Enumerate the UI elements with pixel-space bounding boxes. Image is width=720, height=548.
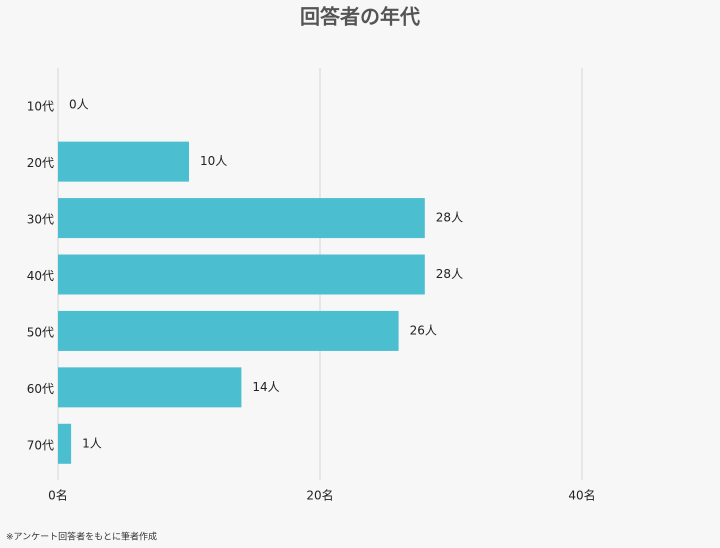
bar — [58, 198, 425, 239]
data-label: 0人 — [69, 98, 89, 112]
y-tick-label: 50代 — [27, 325, 54, 339]
data-label: 28人 — [436, 211, 463, 225]
data-label: 26人 — [410, 323, 437, 337]
bar — [58, 254, 425, 295]
bar — [58, 423, 72, 464]
footnote: ※アンケート回答者をもとに筆者作成 — [6, 531, 157, 543]
data-label: 28人 — [436, 267, 463, 281]
y-tick-label: 10代 — [27, 100, 54, 114]
y-tick-label: 70代 — [27, 438, 54, 452]
y-tick-label: 30代 — [27, 213, 54, 227]
data-label: 10人 — [200, 154, 227, 168]
y-tick-label: 40代 — [27, 269, 54, 283]
bar — [58, 141, 189, 182]
chart-title: 回答者の年代 — [300, 5, 420, 29]
data-label: 1人 — [82, 436, 102, 450]
bar — [58, 367, 242, 408]
x-tick-label: 0名 — [48, 488, 68, 503]
bar — [58, 310, 399, 351]
y-tick-label: 60代 — [27, 382, 54, 396]
x-tick-label: 40名 — [568, 488, 595, 503]
y-tick-label: 20代 — [27, 156, 54, 170]
data-label: 14人 — [252, 380, 279, 394]
x-tick-label: 20名 — [306, 488, 333, 503]
